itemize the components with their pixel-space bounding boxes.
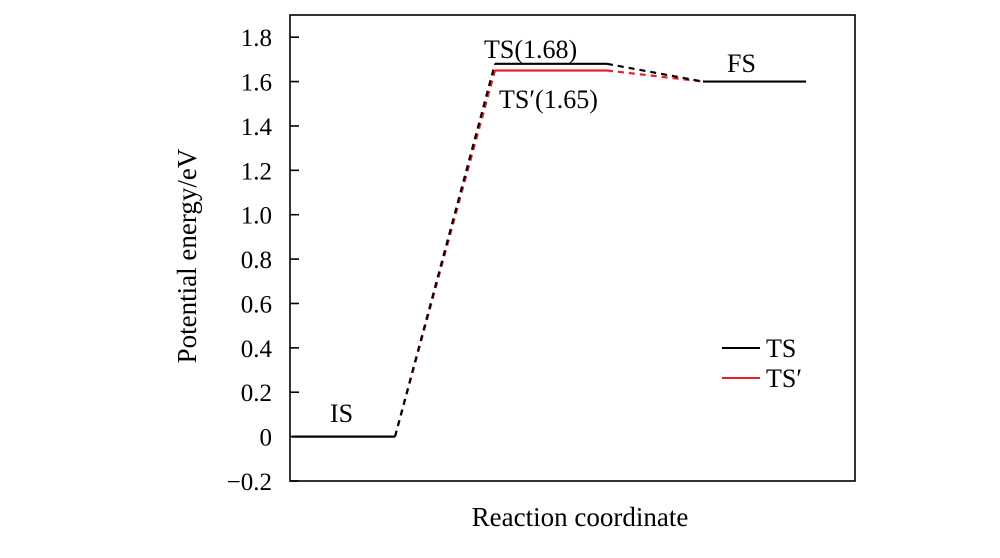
legend-label-ts: TS <box>766 334 796 363</box>
y-axis-title: Potential energy/eV <box>172 148 202 363</box>
series-ts <box>292 62 806 438</box>
y-tick-label: 1.0 <box>241 203 272 230</box>
y-tick-label: 0.2 <box>241 380 272 407</box>
annotation-ts-prime: TS′(1.65) <box>499 85 598 114</box>
plot-frame <box>289 14 856 482</box>
y-tick-label: −0.2 <box>227 469 272 496</box>
connector-segment <box>393 63 497 437</box>
legend: TS TS′ <box>722 334 802 393</box>
series-layer <box>292 62 806 438</box>
y-tick-label: 0 <box>260 425 273 452</box>
annotation-fs: FS <box>727 49 756 78</box>
y-tick-label: 0.6 <box>241 291 272 318</box>
y-axis: −0.2 0 0.2 0.4 0.6 0.8 1.0 1.2 1.4 1.6 1.8 <box>227 25 299 496</box>
series-ts-prime <box>393 69 704 437</box>
annotation-is: IS <box>330 399 353 428</box>
y-tick-label: 1.6 <box>241 70 272 97</box>
x-axis-title: Reaction coordinate <box>472 502 689 532</box>
connector-segment <box>606 62 704 83</box>
annotation-ts: TS(1.68) <box>484 35 577 64</box>
y-tick-label: 0.4 <box>241 336 273 363</box>
y-tick-label: 0.8 <box>241 247 272 274</box>
y-tick-label: 1.2 <box>241 158 272 185</box>
legend-label-ts-prime: TS′ <box>766 364 802 393</box>
y-tick-label: 1.8 <box>241 25 272 52</box>
y-tick-label: 1.4 <box>241 114 273 141</box>
